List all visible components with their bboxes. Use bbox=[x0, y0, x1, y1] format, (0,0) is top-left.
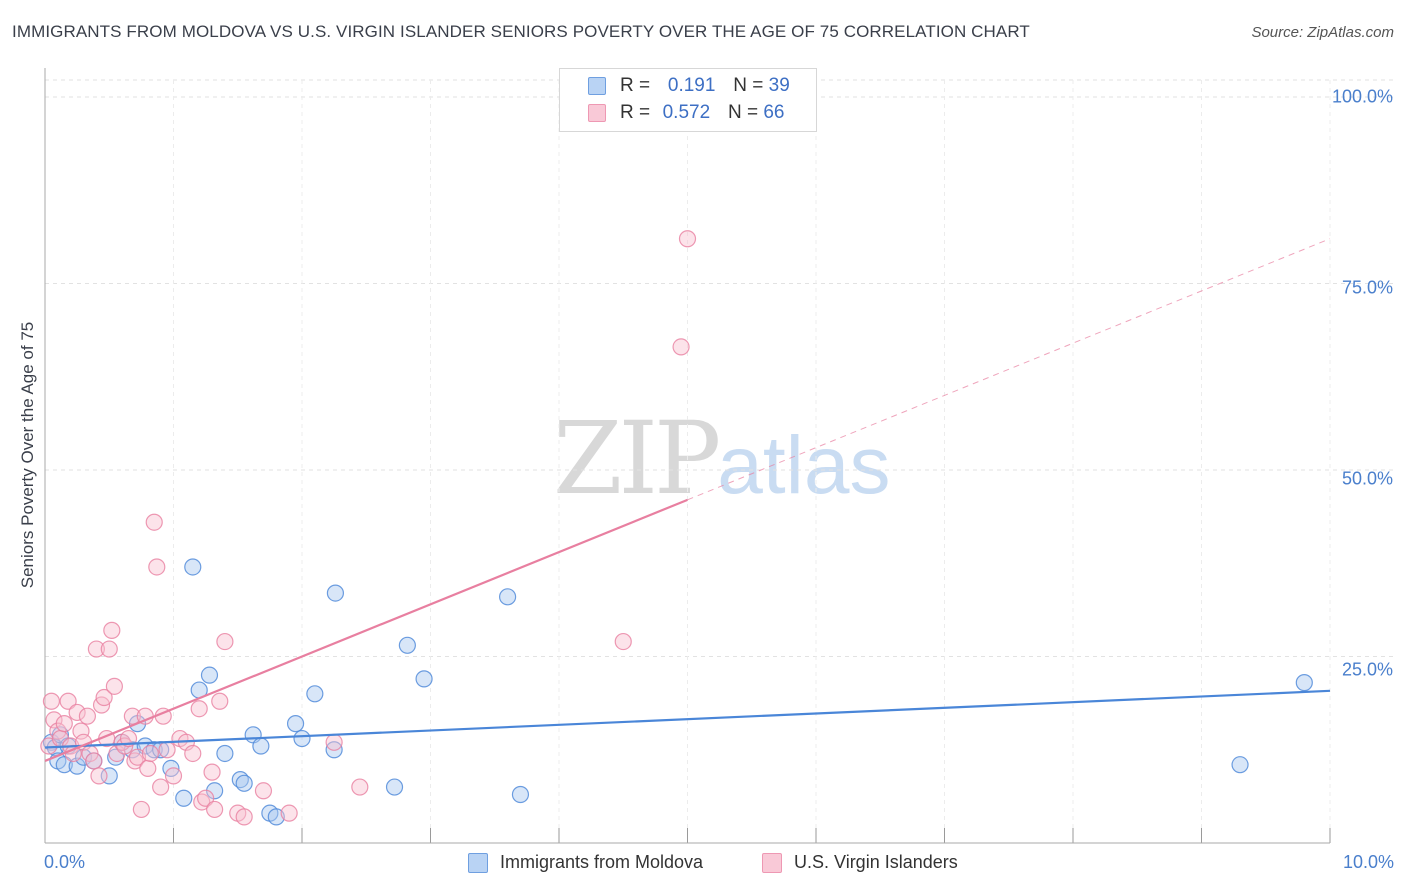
point-virgin-islanders-30 bbox=[132, 800, 150, 819]
point-virgin-islanders-22 bbox=[105, 677, 123, 695]
correlation-legend: R = 0.191 N = 39 R = 0.572 N = 66 bbox=[559, 68, 817, 132]
point-virgin-islanders-32 bbox=[139, 759, 157, 778]
point-virgin-islanders-10 bbox=[72, 722, 90, 740]
point-moldova-41 bbox=[1295, 674, 1313, 692]
bottom-legend-swatch-virgin-islanders bbox=[762, 852, 782, 873]
legend-n-label: N = bbox=[733, 75, 764, 96]
point-moldova-29 bbox=[267, 808, 285, 826]
point-virgin-islanders-12 bbox=[78, 707, 97, 725]
point-virgin-islanders-9 bbox=[68, 703, 86, 722]
point-moldova-23 bbox=[216, 744, 234, 763]
trend-line-moldova bbox=[44, 689, 1331, 749]
legend-row-moldova: R = 0.191 N = 39 bbox=[588, 75, 790, 97]
point-virgin-islanders-16 bbox=[90, 767, 108, 785]
legend-n-value-virgin-islanders: 66 bbox=[763, 102, 785, 123]
point-virgin-islanders-58 bbox=[678, 230, 697, 248]
point-virgin-islanders-15 bbox=[87, 640, 106, 658]
point-moldova-25 bbox=[235, 774, 253, 792]
point-moldova-18 bbox=[175, 789, 193, 807]
point-virgin-islanders-57 bbox=[672, 338, 690, 356]
point-virgin-islanders-5 bbox=[55, 715, 73, 733]
watermark-zip: ZIP bbox=[553, 400, 721, 517]
point-virgin-islanders-39 bbox=[164, 767, 183, 785]
legend-r-value-virgin-islanders: 0.572 bbox=[662, 102, 711, 123]
point-virgin-islanders-53 bbox=[280, 804, 298, 822]
bottom-legend-virgin-islanders: U.S. Virgin Islanders bbox=[762, 852, 958, 873]
y-tick-label-100: 100.0% bbox=[1331, 86, 1393, 107]
point-moldova-27 bbox=[252, 737, 270, 755]
point-virgin-islanders-55 bbox=[351, 778, 369, 796]
point-moldova-35 bbox=[385, 778, 404, 796]
point-virgin-islanders-36 bbox=[152, 778, 170, 796]
point-virgin-islanders-14 bbox=[85, 752, 103, 770]
point-virgin-islanders-45 bbox=[197, 789, 215, 807]
point-virgin-islanders-34 bbox=[145, 513, 163, 531]
trend-line-virgin-islanders bbox=[44, 498, 688, 762]
watermark: ZIPatlas bbox=[553, 400, 891, 517]
legend-n-label: N = bbox=[727, 102, 759, 123]
point-moldova-32 bbox=[306, 685, 324, 703]
point-moldova-34 bbox=[326, 584, 345, 602]
point-moldova-39 bbox=[511, 785, 530, 804]
point-virgin-islanders-27 bbox=[123, 707, 141, 725]
chart-title: IMMIGRANTS FROM MOLDOVA VS U.S. VIRGIN I… bbox=[12, 22, 1030, 41]
point-virgin-islanders-46 bbox=[203, 763, 221, 781]
point-virgin-islanders-20 bbox=[100, 640, 118, 658]
point-virgin-islanders-48 bbox=[211, 692, 229, 710]
legend-r-label: R = bbox=[620, 102, 651, 123]
point-moldova-30 bbox=[286, 715, 305, 733]
point-virgin-islanders-47 bbox=[206, 800, 224, 819]
point-moldova-38 bbox=[499, 588, 517, 606]
point-moldova-40 bbox=[1231, 756, 1249, 774]
point-moldova-37 bbox=[415, 670, 433, 688]
point-virgin-islanders-51 bbox=[235, 808, 253, 826]
point-virgin-islanders-1 bbox=[42, 692, 61, 710]
point-moldova-21 bbox=[200, 666, 219, 684]
legend-r-label: R = bbox=[620, 75, 651, 96]
trend-extension-virgin-islanders bbox=[687, 238, 1331, 501]
point-moldova-4 bbox=[55, 756, 73, 774]
bottom-legend-moldova: Immigrants from Moldova bbox=[468, 852, 703, 873]
point-virgin-islanders-33 bbox=[141, 744, 159, 763]
legend-row-virgin-islanders: R = 0.572 N = 66 bbox=[588, 102, 784, 124]
point-virgin-islanders-38 bbox=[158, 741, 176, 759]
point-virgin-islanders-49 bbox=[216, 632, 234, 651]
y-tick-label-25: 25.0% bbox=[1341, 659, 1393, 680]
bottom-legend-swatch-moldova bbox=[468, 852, 488, 873]
x-tick-label-max: 10.0% bbox=[1342, 852, 1394, 872]
x-tick-label-min: 0.0% bbox=[44, 852, 86, 872]
point-moldova-6 bbox=[68, 757, 86, 775]
point-virgin-islanders-42 bbox=[184, 744, 202, 763]
y-tick-label-75: 75.0% bbox=[1341, 277, 1393, 298]
point-moldova-19 bbox=[184, 558, 202, 576]
point-virgin-islanders-52 bbox=[254, 782, 273, 800]
point-virgin-islanders-29 bbox=[128, 748, 147, 766]
point-virgin-islanders-35 bbox=[148, 558, 166, 576]
point-virgin-islanders-43 bbox=[190, 700, 208, 718]
legend-swatch-moldova bbox=[588, 77, 606, 95]
y-tick-label-50: 50.0% bbox=[1341, 468, 1393, 489]
point-virgin-islanders-18 bbox=[95, 688, 113, 707]
point-virgin-islanders-54 bbox=[325, 733, 343, 751]
point-virgin-islanders-2 bbox=[45, 711, 63, 729]
watermark-atlas: atlas bbox=[717, 420, 891, 511]
bottom-legend-label-moldova: Immigrants from Moldova bbox=[500, 852, 704, 872]
point-moldova-31 bbox=[293, 729, 311, 748]
legend-n-value-moldova: 39 bbox=[768, 75, 790, 96]
legend-swatch-virgin-islanders bbox=[588, 104, 606, 122]
legend-r-value-moldova: 0.191 bbox=[667, 75, 716, 96]
point-virgin-islanders-21 bbox=[103, 621, 121, 639]
source-label: Source: ZipAtlas.com bbox=[1251, 24, 1394, 41]
bottom-legend-label-virgin-islanders: U.S. Virgin Islanders bbox=[794, 852, 958, 872]
point-virgin-islanders-6 bbox=[59, 692, 77, 710]
point-moldova-36 bbox=[398, 636, 416, 654]
point-virgin-islanders-56 bbox=[614, 632, 632, 651]
